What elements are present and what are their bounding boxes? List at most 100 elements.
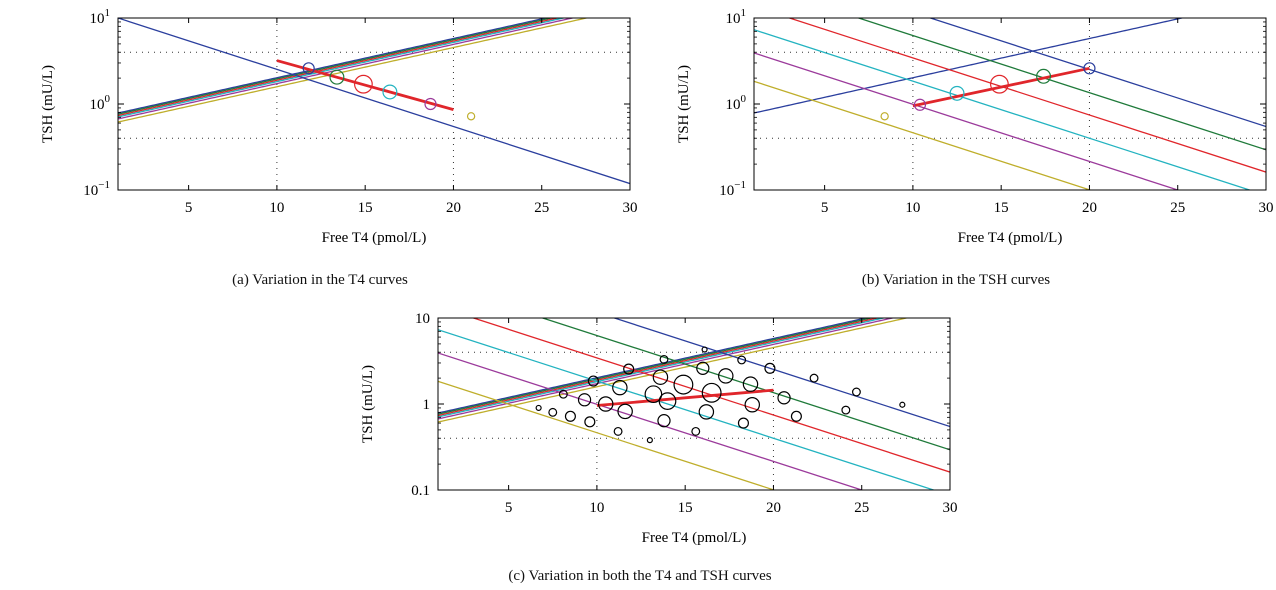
set-point-marker	[354, 74, 373, 94]
y-axis: 0.1 1 10 TSH (mU/L)	[360, 311, 950, 499]
set-point-marker	[584, 416, 596, 428]
curves	[118, 18, 630, 185]
set-point-marker	[701, 346, 708, 353]
set-point-marker	[587, 375, 599, 387]
t4-curve	[118, 18, 555, 115]
set-point-marker	[597, 396, 614, 412]
set-point-marker	[548, 407, 558, 417]
set-point-marker	[696, 361, 710, 375]
curves	[754, 18, 1266, 190]
set-point-marker	[424, 97, 437, 111]
t4-curve	[438, 318, 875, 415]
x-tick-label: 30	[943, 500, 958, 516]
y-axis: 10−1 100 101 TSH (mU/L)	[40, 7, 630, 199]
set-point-marker	[742, 376, 759, 392]
set-point-marker	[698, 404, 715, 420]
tsh-curve	[471, 318, 950, 473]
t4-curve	[118, 18, 561, 117]
x-tick-label: 10	[905, 200, 920, 216]
tsh-curve	[754, 52, 1180, 190]
t4-curve	[118, 18, 567, 118]
tsh-curve	[856, 18, 1266, 151]
set-point-marker	[851, 387, 861, 397]
tsh-curve	[754, 80, 1093, 190]
x-tick-label: 15	[358, 200, 373, 216]
y-axis-label: TSH (mU/L)	[360, 365, 376, 443]
x-tick-label: 5	[185, 200, 193, 216]
set-point-marker	[646, 437, 653, 444]
x-axis: 5 10 15 20 25 30 Free T4 (pmol/L)	[185, 18, 638, 246]
set-point-marker	[880, 112, 889, 121]
set-point-marker	[577, 393, 592, 407]
x-tick-label: 25	[1170, 200, 1185, 216]
y-tick-label: 0.1	[411, 483, 430, 499]
x-axis: 5 10 15 20 25 30 Free T4 (pmol/L)	[821, 18, 1274, 246]
chart-b-svg: 5 10 15 20 25 30 Free T4 (pmol/L) 10−1 100 101 TSH…	[676, 7, 1274, 246]
set-point-marker	[382, 84, 398, 100]
x-axis-label: Free T4 (pmol/L)	[958, 230, 1063, 246]
set-point-marker	[617, 403, 633, 420]
chart-panel-b: 5 10 15 20 25 30 Free T4 (pmol/L) 10−1 100 101 TSH…	[636, 0, 1276, 262]
t4-curve	[438, 318, 881, 417]
set-point-marker	[777, 391, 791, 405]
x-tick-label: 30	[1259, 200, 1274, 216]
x-tick-label: 20	[446, 200, 461, 216]
y-tick-label: 101	[90, 7, 111, 27]
t4-curve	[118, 18, 576, 120]
set-point-marker	[329, 69, 345, 85]
chart-c-svg: 5 10 15 20 25 30 Free T4 (pmol/L) 0.1 1 10 TSH (mU…	[360, 311, 958, 546]
y-axis-label: TSH (mU/L)	[40, 65, 56, 143]
set-point-marker	[644, 385, 663, 404]
set-point-marker	[673, 374, 694, 395]
x-tick-label: 10	[589, 500, 604, 516]
set-point-marker	[809, 373, 819, 383]
y-tick-label: 101	[726, 7, 747, 27]
x-axis-label: Free T4 (pmol/L)	[322, 230, 427, 246]
tsh-curve	[438, 380, 777, 490]
set-point-marker	[718, 368, 734, 384]
set-point-marker	[612, 379, 628, 396]
x-tick-label: 25	[854, 500, 869, 516]
set-point-marker	[737, 355, 747, 365]
set-point-marker	[302, 62, 315, 75]
t4-curve	[438, 318, 910, 423]
t4-curve	[438, 318, 887, 418]
x-tick-label: 30	[623, 200, 638, 216]
chart-a-svg: 5 10 15 20 25 30 Free T4 (pmol/L) 10−1 100 101 TSH…	[40, 7, 638, 246]
tsh-curve	[438, 329, 936, 490]
y-tick-label: 10−1	[83, 179, 110, 199]
set-point-marker	[1036, 68, 1052, 84]
x-axis: 5 10 15 20 25 30 Free T4 (pmol/L)	[505, 318, 958, 546]
tsh-curve	[754, 29, 1252, 190]
set-point-marker	[949, 85, 965, 101]
set-point-marker	[659, 354, 669, 364]
set-point-marker	[744, 397, 761, 413]
reference-lines	[118, 18, 630, 190]
set-point-marker	[899, 401, 906, 408]
set-point-marker	[613, 426, 623, 436]
tsh-curve	[612, 318, 950, 428]
caption-b: (b) Variation in the TSH curves	[861, 272, 1051, 288]
tsh-curve	[118, 18, 630, 185]
tsh-curve	[438, 352, 864, 490]
set-point-marker	[737, 417, 749, 429]
x-axis-label: Free T4 (pmol/L)	[642, 530, 747, 546]
x-tick-label: 5	[821, 200, 829, 216]
set-point-marker	[691, 426, 701, 436]
x-tick-label: 20	[766, 500, 781, 516]
set-point-marker	[701, 382, 722, 403]
x-tick-label: 5	[505, 500, 513, 516]
chart-panel-c: 5 10 15 20 25 30 Free T4 (pmol/L) 0.1 1 10 TSH (mU…	[320, 300, 960, 562]
set-point-marker	[466, 112, 476, 121]
setpoint-trend-line	[276, 59, 454, 111]
t4-curve	[754, 18, 1185, 114]
set-point-marker	[913, 98, 927, 111]
set-point-marker	[623, 363, 635, 375]
caption-a: (a) Variation in the T4 curves	[232, 272, 408, 288]
tsh-curve	[540, 318, 950, 451]
set-point-marker	[841, 405, 851, 415]
t4-curve	[118, 18, 549, 114]
set-point-marker	[1083, 62, 1096, 75]
set-point-marker	[990, 74, 1009, 94]
y-tick-label: 100	[726, 93, 747, 113]
